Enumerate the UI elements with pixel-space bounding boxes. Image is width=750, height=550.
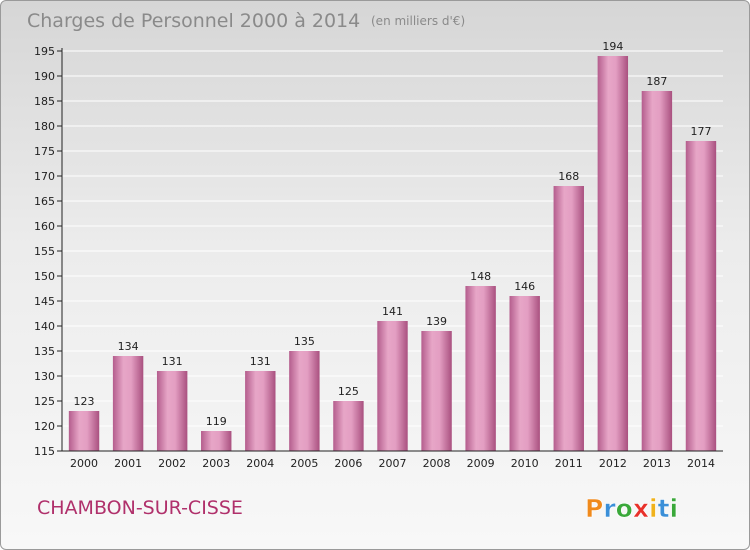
bar-value-label: 139 — [426, 315, 447, 328]
bar-value-label: 177 — [690, 125, 711, 138]
y-tick-label: 150 — [34, 270, 55, 283]
bar-2005 — [289, 351, 320, 451]
y-tick-label: 170 — [34, 170, 55, 183]
y-tick-label: 185 — [34, 95, 55, 108]
y-tick-label: 125 — [34, 395, 55, 408]
y-tick-label: 175 — [34, 145, 55, 158]
bar-value-label: 131 — [162, 355, 183, 368]
bar-2010 — [509, 296, 540, 451]
y-tick-label: 190 — [34, 70, 55, 83]
bars: 123 134 131 119 131 135 125 141 139 148 146 168 194 1… — [68, 40, 717, 451]
bar-2003 — [201, 431, 232, 451]
y-tick-label: 120 — [34, 420, 55, 433]
y-tick-label: 155 — [34, 245, 55, 258]
y-tick-label: 180 — [34, 120, 55, 133]
x-tick-label: 2004 — [246, 457, 274, 470]
bar-value-label: 135 — [294, 335, 315, 348]
y-tick-label: 140 — [34, 320, 55, 333]
bar-2002 — [156, 371, 188, 451]
y-tick-label: 115 — [34, 445, 55, 458]
x-tick-label: 2006 — [334, 457, 362, 470]
bar-value-label: 119 — [206, 415, 227, 428]
bar-value-label: 125 — [338, 385, 359, 398]
bar-value-label: 187 — [646, 75, 667, 88]
x-tick-label: 2010 — [511, 457, 539, 470]
bar-value-label: 131 — [250, 355, 271, 368]
bar-value-label: 123 — [74, 395, 95, 408]
bar-2009 — [465, 286, 496, 451]
x-tick-label: 2012 — [599, 457, 627, 470]
bar-2007 — [377, 321, 408, 451]
brand-logo: Proxiti — [585, 494, 679, 524]
bar-2006 — [333, 401, 364, 451]
chart-subtitle: (en milliers d'€) — [371, 14, 465, 28]
bar-2012 — [597, 56, 629, 451]
y-axis: 115 120 125 130 135 140 145 150 155 160 165 170 175 1… — [34, 45, 63, 458]
x-tick-label: 2003 — [202, 457, 230, 470]
bar-value-label: 141 — [382, 305, 403, 318]
bar-value-label: 148 — [470, 270, 491, 283]
bar-2014 — [685, 141, 717, 451]
bar-2000 — [68, 411, 100, 451]
y-tick-label: 130 — [34, 370, 55, 383]
bar-2011 — [553, 186, 584, 451]
bar-2004 — [245, 371, 276, 451]
x-tick-label: 2009 — [467, 457, 495, 470]
y-tick-label: 145 — [34, 295, 55, 308]
x-tick-label: 2007 — [379, 457, 407, 470]
x-tick-label: 2002 — [158, 457, 186, 470]
brand-wordmark: Proxiti — [585, 494, 678, 523]
bar-value-label: 194 — [602, 40, 623, 53]
x-axis: 2000 2001 2002 2003 2004 2005 2006 2007 2008 2009… — [62, 450, 723, 470]
x-tick-label: 2011 — [555, 457, 583, 470]
bar-value-label: 134 — [118, 340, 139, 353]
y-tick-label: 135 — [34, 345, 55, 358]
bar-2001 — [112, 356, 144, 451]
bar-value-label: 168 — [558, 170, 579, 183]
bar-value-label: 146 — [514, 280, 535, 293]
x-tick-label: 2001 — [114, 457, 142, 470]
x-tick-label: 2000 — [70, 457, 98, 470]
bar-2008 — [421, 331, 452, 451]
chart-title: Charges de Personnel 2000 à 2014 — [27, 10, 360, 32]
x-tick-label: 2005 — [290, 457, 318, 470]
x-tick-label: 2013 — [643, 457, 671, 470]
bar-2013 — [641, 91, 673, 451]
x-tick-label: 2008 — [423, 457, 451, 470]
x-tick-label: 2014 — [687, 457, 715, 470]
y-tick-label: 160 — [34, 220, 55, 233]
town-name: CHAMBON-SUR-CISSE — [37, 497, 243, 519]
y-tick-label: 165 — [34, 195, 55, 208]
y-tick-label: 195 — [34, 45, 55, 58]
